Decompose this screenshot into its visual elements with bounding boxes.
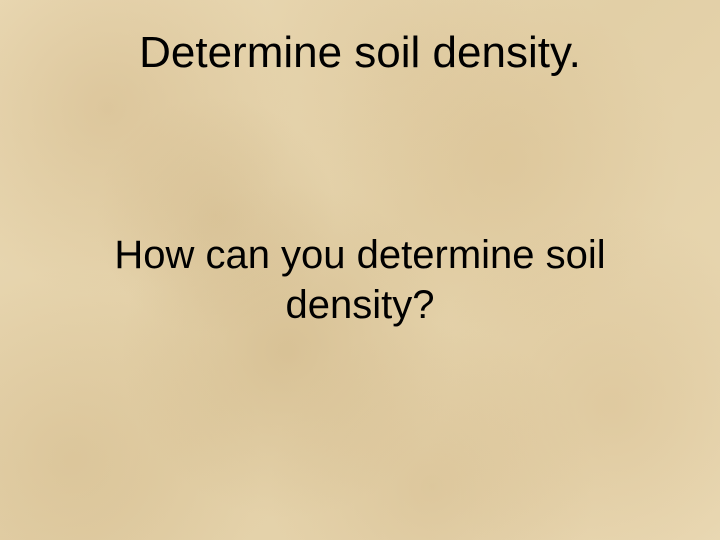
slide-container: Determine soil density. How can you dete… [0, 0, 720, 540]
slide-title: Determine soil density. [0, 28, 720, 78]
slide-body-text: How can you determine soil density? [60, 230, 660, 330]
